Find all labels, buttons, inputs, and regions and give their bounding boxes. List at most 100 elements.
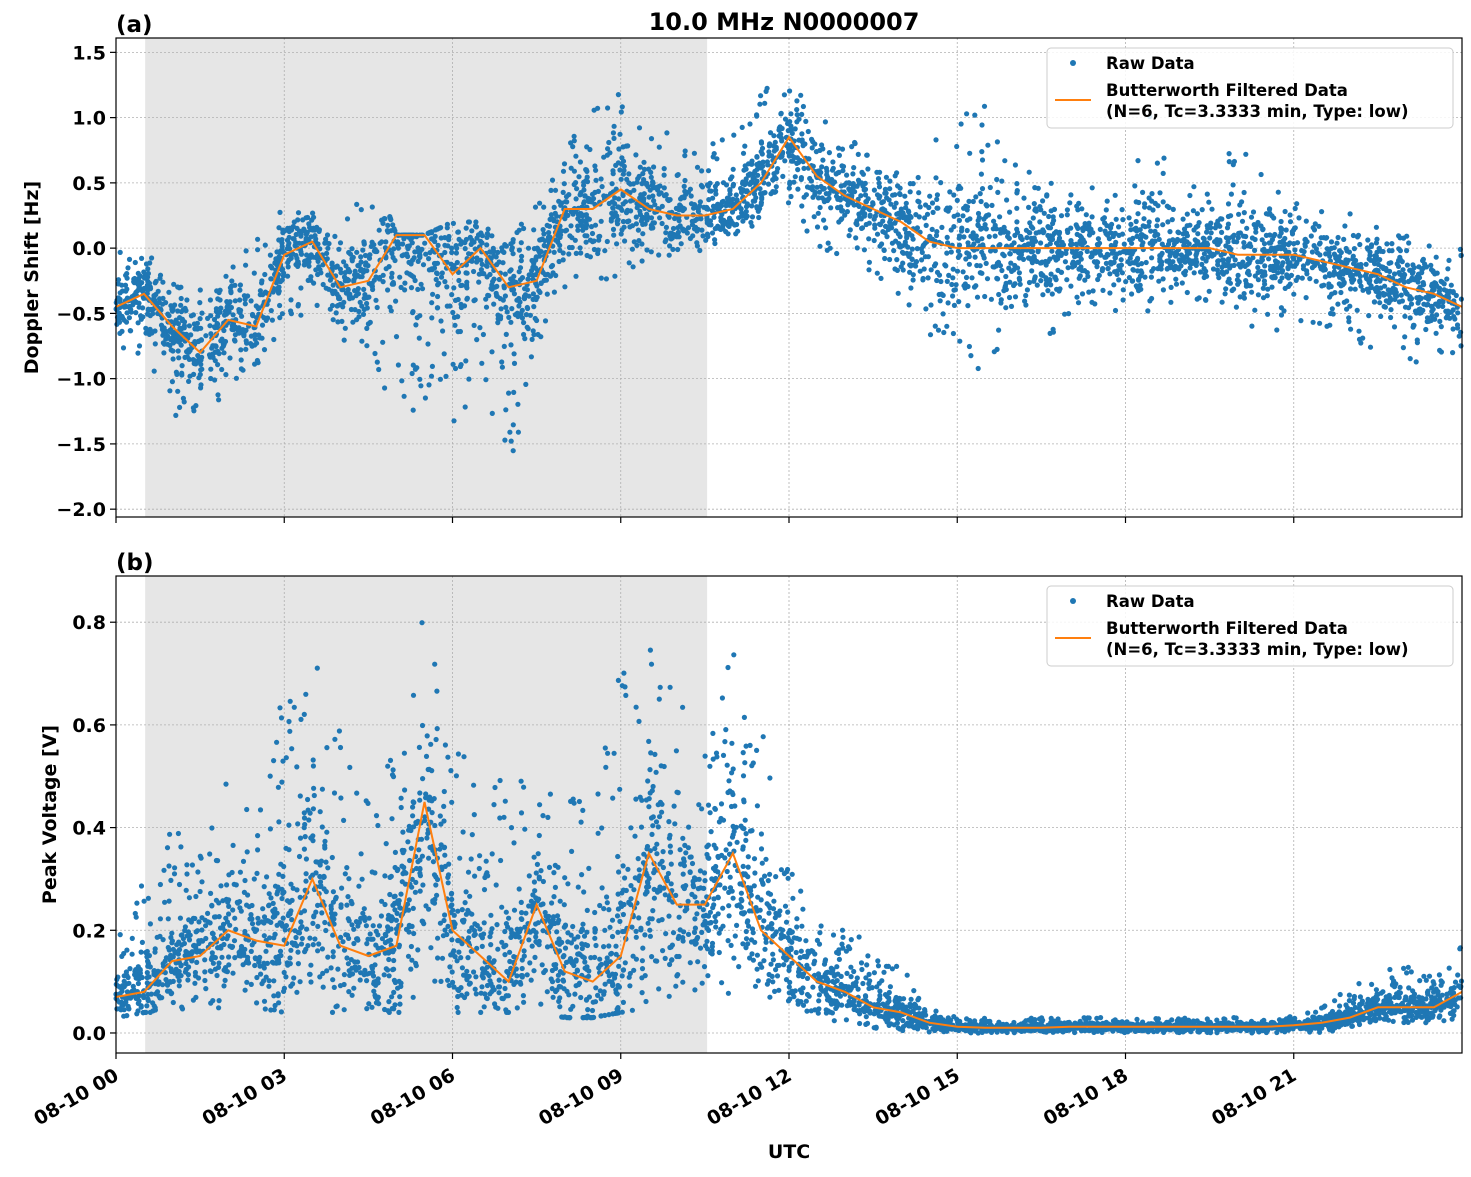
raw-data-point <box>1397 272 1402 277</box>
raw-data-point <box>438 377 443 382</box>
raw-data-point <box>1250 235 1255 240</box>
raw-data-point <box>1243 234 1248 239</box>
raw-data-point <box>198 372 203 377</box>
raw-data-point <box>420 882 425 887</box>
raw-data-point <box>401 252 406 257</box>
raw-data-point <box>1004 197 1009 202</box>
raw-data-point <box>192 981 197 986</box>
raw-data-point <box>961 269 966 274</box>
raw-data-point <box>944 207 949 212</box>
raw-data-point <box>932 263 937 268</box>
raw-data-point <box>987 234 992 239</box>
raw-data-point <box>934 233 939 238</box>
raw-data-point <box>1430 282 1435 287</box>
raw-data-point <box>410 309 415 314</box>
raw-data-point <box>1113 193 1118 198</box>
raw-data-point <box>978 227 983 232</box>
raw-data-point <box>758 93 763 98</box>
raw-data-point <box>957 339 962 344</box>
raw-data-point <box>144 261 149 266</box>
raw-data-point <box>593 168 598 173</box>
raw-data-point <box>969 275 974 280</box>
raw-data-point <box>373 274 378 279</box>
raw-data-point <box>179 309 184 314</box>
raw-data-point <box>260 323 265 328</box>
raw-data-point <box>1039 260 1044 265</box>
raw-data-point <box>1332 290 1337 295</box>
raw-data-point <box>473 974 478 979</box>
raw-data-point <box>767 972 772 977</box>
raw-data-point <box>1195 231 1200 236</box>
raw-data-point <box>455 958 460 963</box>
raw-data-point <box>1076 201 1081 206</box>
raw-data-point <box>237 288 242 293</box>
raw-data-point <box>728 176 733 181</box>
raw-data-point <box>1383 266 1388 271</box>
raw-data-point <box>820 146 825 151</box>
raw-data-point <box>767 143 772 148</box>
raw-data-point <box>662 166 667 171</box>
raw-data-point <box>533 316 538 321</box>
raw-data-point <box>1434 312 1439 317</box>
raw-data-point <box>622 164 627 169</box>
raw-data-point <box>679 195 684 200</box>
raw-data-point <box>806 156 811 161</box>
raw-data-point <box>1303 244 1308 249</box>
raw-data-point <box>613 163 618 168</box>
raw-data-point <box>152 298 157 303</box>
raw-data-point <box>520 275 525 280</box>
raw-data-point <box>928 302 933 307</box>
raw-data-point <box>191 408 196 413</box>
raw-data-point <box>483 377 488 382</box>
raw-data-point <box>335 303 340 308</box>
raw-data-point <box>1091 288 1096 293</box>
raw-data-point <box>309 252 314 257</box>
raw-data-point <box>295 217 300 222</box>
raw-data-point <box>225 300 230 305</box>
raw-data-point <box>817 168 822 173</box>
raw-data-point <box>1245 256 1250 261</box>
raw-data-point <box>778 111 783 116</box>
raw-data-point <box>618 206 623 211</box>
raw-data-point <box>1165 219 1170 224</box>
raw-data-point <box>611 227 616 232</box>
raw-data-point <box>430 292 435 297</box>
raw-data-point <box>440 956 445 961</box>
raw-data-point <box>308 979 313 984</box>
raw-data-point <box>184 297 189 302</box>
raw-data-point <box>276 785 281 790</box>
raw-data-point <box>426 382 431 387</box>
raw-data-point <box>1195 223 1200 228</box>
raw-data-point <box>405 839 410 844</box>
raw-data-point <box>537 254 542 259</box>
raw-data-point <box>541 205 546 210</box>
raw-data-point <box>994 276 999 281</box>
raw-data-point <box>258 807 263 812</box>
raw-data-point <box>442 250 447 255</box>
raw-data-point <box>1458 343 1463 348</box>
raw-data-point <box>525 972 530 977</box>
raw-data-point <box>393 299 398 304</box>
raw-data-point <box>743 163 748 168</box>
raw-data-point <box>334 310 339 315</box>
raw-data-point <box>1225 225 1230 230</box>
raw-data-point <box>1332 252 1337 257</box>
raw-data-point <box>124 320 129 325</box>
raw-data-point <box>507 430 512 435</box>
raw-data-point <box>1368 345 1373 350</box>
raw-data-point <box>212 377 217 382</box>
raw-data-point <box>114 322 119 327</box>
raw-data-point <box>195 353 200 358</box>
raw-data-point <box>622 225 627 230</box>
raw-data-point <box>991 264 996 269</box>
raw-data-point <box>634 215 639 220</box>
raw-data-point <box>1401 345 1406 350</box>
raw-data-point <box>1013 294 1018 299</box>
raw-data-point <box>1226 214 1231 219</box>
raw-data-point <box>933 137 938 142</box>
raw-data-point <box>799 112 804 117</box>
raw-data-point <box>656 824 661 829</box>
raw-data-point <box>296 210 301 215</box>
raw-data-point <box>771 171 776 176</box>
raw-data-point <box>578 245 583 250</box>
